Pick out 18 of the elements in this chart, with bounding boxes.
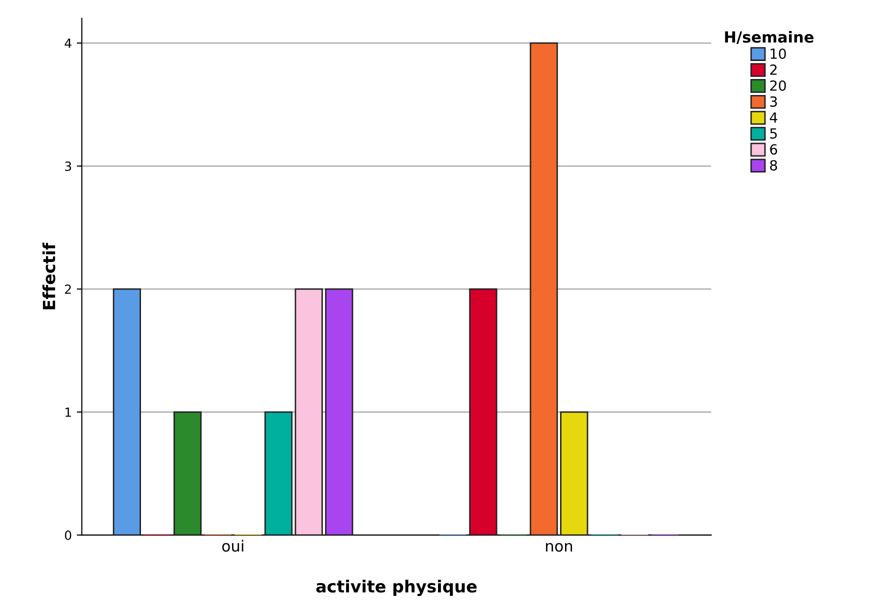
- legend-label: 5: [770, 128, 777, 139]
- legend-label: 2: [770, 64, 777, 75]
- x-tick-label: oui: [222, 540, 244, 552]
- x-axis-title: activite physique: [316, 580, 477, 596]
- y-tick-label: 3: [65, 162, 72, 171]
- y-tick-label: 0: [64, 530, 72, 540]
- legend-title: H/semaine: [725, 30, 814, 44]
- legend-label: 20: [770, 80, 786, 91]
- y-tick-label: 1: [65, 408, 71, 417]
- y-tick-label: 2: [65, 284, 71, 294]
- legend-label: 4: [770, 112, 778, 123]
- legend-label: 10: [770, 48, 786, 59]
- y-tick-label: 4: [64, 38, 72, 48]
- legend-label: 6: [770, 144, 778, 155]
- legend-label: 3: [770, 96, 777, 107]
- x-tick-label: non: [546, 542, 572, 552]
- y-axis-title: Effectif: [42, 242, 56, 310]
- legend-label: 8: [770, 160, 778, 171]
